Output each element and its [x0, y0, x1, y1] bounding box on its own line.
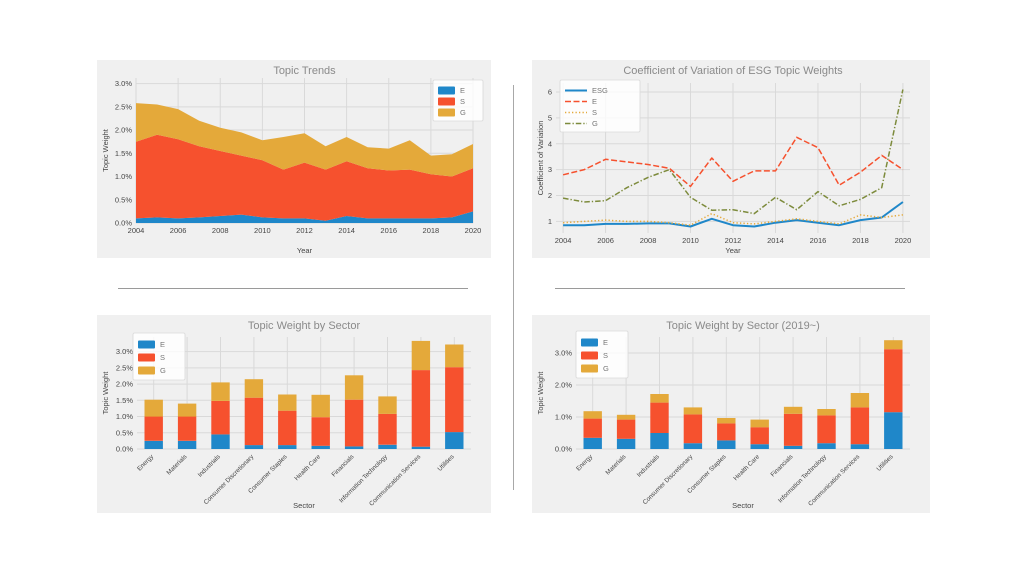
svg-text:2008: 2008	[640, 236, 657, 245]
svg-text:Topic Weight by Sector: Topic Weight by Sector	[248, 320, 361, 332]
svg-text:2004: 2004	[128, 226, 145, 235]
svg-text:2012: 2012	[725, 236, 742, 245]
svg-text:0.0%: 0.0%	[116, 445, 133, 454]
svg-text:2010: 2010	[254, 226, 271, 235]
svg-text:2014: 2014	[338, 226, 355, 235]
panel-topic-trends: 0.0% 0.5% 1.0% 1.5% 2.0% 2.5% 3.0% 2004 2006 2008…	[97, 60, 491, 258]
svg-text:Topic Weight: Topic Weight	[536, 371, 545, 415]
svg-text:1.5%: 1.5%	[116, 396, 133, 405]
svg-text:Health Care: Health Care	[732, 453, 761, 482]
svg-text:3.0%: 3.0%	[555, 349, 572, 358]
svg-text:Utilities: Utilities	[436, 453, 455, 472]
svg-text:2012: 2012	[296, 226, 313, 235]
svg-text:2.0%: 2.0%	[116, 380, 133, 389]
svg-text:1.0%: 1.0%	[555, 413, 572, 422]
svg-text:Topic Weight by Sector (2019~): Topic Weight by Sector (2019~)	[666, 320, 820, 332]
svg-text:2.0%: 2.0%	[115, 126, 132, 135]
svg-text:2004: 2004	[555, 236, 572, 245]
svg-text:Sector: Sector	[293, 501, 315, 510]
svg-text:Industrials: Industrials	[197, 453, 222, 478]
svg-text:1.0%: 1.0%	[115, 172, 132, 181]
svg-text:S: S	[592, 108, 597, 117]
svg-text:Energy: Energy	[136, 453, 156, 473]
svg-text:Year: Year	[725, 246, 741, 255]
panel-topic-weight-by-sector: 0.0% 0.5% 1.0% 1.5% 2.0% 2.5% 3.0% Energy Materi…	[97, 315, 491, 513]
svg-text:2016: 2016	[380, 226, 397, 235]
svg-text:E: E	[592, 97, 597, 106]
panel-coefficient-of-variation: 1 2 3 4 5 6 2004 2006 2008 2010 2012 2014 2016 2018 20…	[532, 60, 930, 258]
svg-text:E: E	[460, 86, 465, 95]
svg-text:2016: 2016	[810, 236, 827, 245]
svg-text:2018: 2018	[423, 226, 440, 235]
topic-weight-by-sector-2019-bar-chart: 0.0% 1.0% 2.0% 3.0% Energy Materials Industria…	[536, 320, 910, 510]
svg-text:2.0%: 2.0%	[555, 381, 572, 390]
svg-text:2006: 2006	[170, 226, 187, 235]
svg-text:ESG: ESG	[592, 86, 608, 95]
svg-text:E: E	[603, 338, 608, 347]
svg-text:2008: 2008	[212, 226, 229, 235]
svg-text:Utilities: Utilities	[875, 453, 894, 472]
svg-text:Financials: Financials	[331, 453, 356, 478]
svg-text:1.0%: 1.0%	[116, 412, 133, 421]
svg-text:1: 1	[548, 217, 552, 226]
svg-text:5: 5	[548, 113, 552, 122]
svg-text:0.0%: 0.0%	[555, 445, 572, 454]
svg-text:2018: 2018	[852, 236, 869, 245]
svg-text:Year: Year	[297, 246, 313, 255]
svg-text:Energy: Energy	[575, 453, 595, 473]
svg-text:Health Care: Health Care	[293, 453, 322, 482]
svg-text:S: S	[160, 353, 165, 362]
svg-text:0.0%: 0.0%	[115, 219, 132, 228]
svg-text:2.5%: 2.5%	[115, 102, 132, 111]
svg-text:S: S	[603, 351, 608, 360]
horizontal-divider-left	[118, 288, 468, 289]
svg-text:3: 3	[548, 165, 552, 174]
svg-text:Industrials: Industrials	[636, 453, 661, 478]
svg-text:2020: 2020	[895, 236, 912, 245]
svg-text:2: 2	[548, 191, 552, 200]
svg-text:1.5%: 1.5%	[115, 149, 132, 158]
svg-text:G: G	[592, 119, 598, 128]
svg-text:Financials: Financials	[770, 453, 795, 478]
svg-text:0.5%: 0.5%	[115, 195, 132, 204]
svg-text:2020: 2020	[465, 226, 482, 235]
svg-text:3.0%: 3.0%	[115, 79, 132, 88]
svg-text:4: 4	[548, 139, 552, 148]
svg-text:Topic Weight: Topic Weight	[101, 128, 110, 172]
svg-text:G: G	[603, 364, 609, 373]
vertical-divider	[513, 85, 514, 490]
svg-text:0.5%: 0.5%	[116, 428, 133, 437]
coefficient-of-variation-line-chart: 1 2 3 4 5 6 2004 2006 2008 2010 2012 2014 2016 2018 20…	[536, 65, 912, 255]
svg-text:Coefficient of Variation: Coefficient of Variation	[536, 121, 545, 196]
horizontal-divider-right	[555, 288, 905, 289]
svg-text:Sector: Sector	[732, 501, 754, 510]
svg-text:G: G	[460, 108, 466, 117]
svg-text:Materials: Materials	[166, 453, 189, 476]
svg-text:6: 6	[548, 88, 552, 97]
svg-text:S: S	[460, 97, 465, 106]
svg-text:Materials: Materials	[605, 453, 628, 476]
topic-weight-by-sector-bar-chart: 0.0% 0.5% 1.0% 1.5% 2.0% 2.5% 3.0% Energy Materi…	[101, 320, 471, 510]
svg-text:2014: 2014	[767, 236, 784, 245]
svg-text:E: E	[160, 340, 165, 349]
svg-text:2006: 2006	[597, 236, 614, 245]
topic-trends-stacked-area-chart: 0.0% 0.5% 1.0% 1.5% 2.0% 2.5% 3.0% 2004 2006 2008…	[101, 65, 484, 255]
svg-text:Topic Weight: Topic Weight	[101, 371, 110, 415]
svg-text:Topic Trends: Topic Trends	[273, 65, 336, 77]
svg-text:2010: 2010	[682, 236, 699, 245]
panel-topic-weight-by-sector-2019: 0.0% 1.0% 2.0% 3.0% Energy Materials Industria…	[532, 315, 930, 513]
svg-text:2.5%: 2.5%	[116, 363, 133, 372]
svg-text:3.0%: 3.0%	[116, 347, 133, 356]
svg-text:Coefficient of Variation of ES: Coefficient of Variation of ESG Topic We…	[623, 65, 843, 77]
svg-text:G: G	[160, 366, 166, 375]
